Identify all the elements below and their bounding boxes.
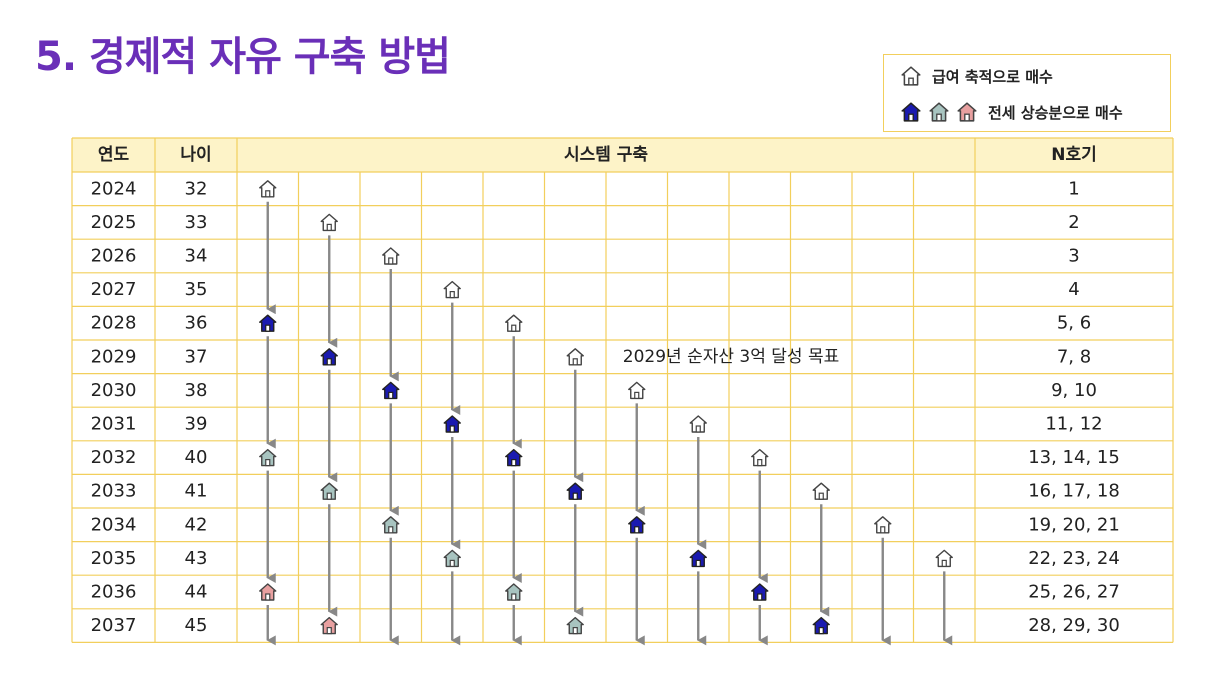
house-blue-icon xyxy=(900,101,922,123)
legend-salary: 급여 축적으로 매수 xyxy=(900,65,1053,87)
age-cell: 36 xyxy=(185,313,208,334)
house-gray-icon xyxy=(320,482,338,500)
house-outline-icon xyxy=(382,247,400,265)
n-cell: 22, 23, 24 xyxy=(1028,548,1120,569)
year-cell: 2025 xyxy=(91,212,137,233)
n-cell: 16, 17, 18 xyxy=(1028,481,1120,502)
house-blue-icon xyxy=(812,616,830,635)
house-outline-icon xyxy=(812,482,830,500)
house-gray-icon xyxy=(443,549,461,568)
house-outline-icon xyxy=(566,348,584,366)
grid-lines xyxy=(71,137,1174,644)
year-cell: 2034 xyxy=(91,514,137,535)
n-cell: 1 xyxy=(1068,178,1079,199)
house-outline-icon xyxy=(320,213,338,232)
house-outline-icon xyxy=(628,381,646,400)
house-blue-icon xyxy=(443,415,461,433)
year-cell: 2030 xyxy=(91,380,137,401)
house-gray-icon xyxy=(259,448,277,467)
age-cell: 43 xyxy=(185,548,208,569)
house-blue-icon xyxy=(382,381,400,400)
house-outline-icon xyxy=(874,516,892,534)
house-pink-icon xyxy=(956,101,978,123)
age-cell: 45 xyxy=(185,615,208,636)
year-cell: 2035 xyxy=(91,548,137,569)
house-blue-icon xyxy=(751,583,769,601)
page-title: 5. 경제적 자유 구축 방법 xyxy=(35,34,451,80)
age-cell: 33 xyxy=(185,212,208,233)
table-header-bg xyxy=(72,138,1173,172)
house-blue-icon xyxy=(566,482,584,500)
house-blue-icon xyxy=(259,314,277,332)
year-cell: 2036 xyxy=(91,582,137,603)
age-cell: 39 xyxy=(185,414,208,435)
n-cell: 19, 20, 21 xyxy=(1028,514,1120,535)
n-cell: 7, 8 xyxy=(1057,346,1091,367)
age-cell: 37 xyxy=(185,346,208,367)
age-cell: 35 xyxy=(185,279,208,300)
legend: 급여 축적으로 매수 전세 상승분으로 매수 xyxy=(883,54,1171,132)
house-gray-icon xyxy=(928,101,950,123)
house-outline-icon xyxy=(259,180,277,198)
age-cell: 32 xyxy=(185,178,208,199)
n-cell: 28, 29, 30 xyxy=(1028,615,1120,636)
header-year: 연도 xyxy=(98,145,130,165)
age-cell: 41 xyxy=(185,481,208,502)
goal-note: 2029년 순자산 3억 달성 목표 xyxy=(623,347,839,367)
house-gray-icon xyxy=(505,583,523,601)
house-outline-icon xyxy=(935,549,953,568)
house-outline-icon xyxy=(900,65,922,87)
house-outline-icon xyxy=(689,415,707,433)
legend-jeonse: 전세 상승분으로 매수 xyxy=(900,101,1123,123)
house-gray-icon xyxy=(382,516,400,534)
header-n: N호기 xyxy=(1051,145,1097,165)
house-outline-icon xyxy=(751,448,769,467)
age-cell: 42 xyxy=(185,514,208,535)
year-cell: 2026 xyxy=(91,246,137,267)
house-outline-icon xyxy=(505,314,523,332)
year-cell: 2028 xyxy=(91,313,137,334)
year-cell: 2031 xyxy=(91,414,137,435)
house-blue-icon xyxy=(320,348,338,366)
year-cell: 2037 xyxy=(91,615,137,636)
year-cell: 2024 xyxy=(91,178,137,199)
age-cell: 44 xyxy=(185,582,208,603)
n-cell: 13, 14, 15 xyxy=(1028,447,1120,468)
n-cell: 5, 6 xyxy=(1057,313,1091,334)
header-age: 나이 xyxy=(180,145,211,165)
n-cell: 9, 10 xyxy=(1051,380,1097,401)
house-outline-icon xyxy=(443,280,461,299)
age-cell: 38 xyxy=(185,380,208,401)
house-blue-icon xyxy=(689,549,707,568)
year-cell: 2032 xyxy=(91,447,137,468)
house-pink-icon xyxy=(320,616,338,635)
year-cell: 2033 xyxy=(91,481,137,502)
house-blue-icon xyxy=(505,448,523,467)
house-gray-icon xyxy=(566,616,584,635)
year-cell: 2029 xyxy=(91,346,137,367)
age-cell: 34 xyxy=(185,246,208,267)
year-cell: 2027 xyxy=(91,279,137,300)
n-cell: 11, 12 xyxy=(1045,414,1102,435)
age-cell: 40 xyxy=(185,447,208,468)
legend-salary-label: 급여 축적으로 매수 xyxy=(932,67,1053,86)
house-blue-icon xyxy=(628,516,646,534)
house-pink-icon xyxy=(259,583,277,601)
n-cell: 25, 26, 27 xyxy=(1028,582,1120,603)
header-system: 시스템 구축 xyxy=(564,145,648,165)
n-cell: 4 xyxy=(1068,279,1079,300)
n-cell: 2 xyxy=(1068,212,1079,233)
n-cell: 3 xyxy=(1068,246,1079,267)
legend-jeonse-label: 전세 상승분으로 매수 xyxy=(988,103,1123,122)
